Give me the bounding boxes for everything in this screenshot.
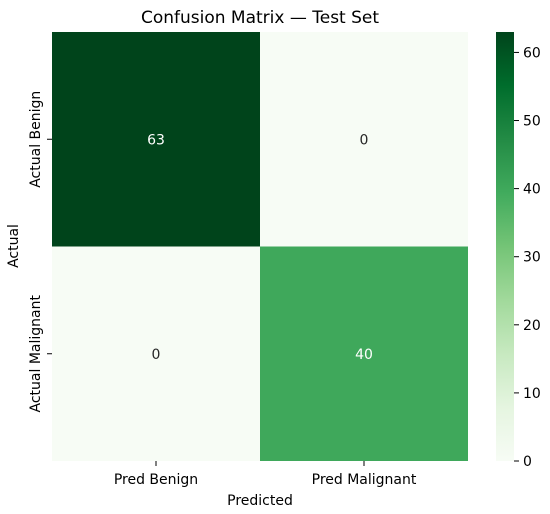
colorbar-tick-label: 50 (523, 114, 541, 130)
colorbar-tick-label: 0 (523, 454, 532, 470)
colorbar-tick-label: 60 (523, 45, 541, 61)
cell-value-label-0-1: 0 (360, 132, 369, 148)
heatmap-cell-0-1 (260, 32, 468, 247)
chart-title: Confusion Matrix — Test Set (141, 8, 379, 28)
colorbar-tick-label: 20 (523, 318, 541, 334)
x-tick-label: Pred Benign (114, 472, 198, 488)
colorbar-ticks: 0 10 20 30 40 50 60 (514, 45, 541, 470)
heatmap-cell-0-0 (52, 32, 260, 247)
colorbar-gradient (496, 32, 514, 461)
cell-value-label-0-0: 63 (147, 132, 165, 148)
colorbar: 0 10 20 30 40 50 60 (496, 32, 541, 470)
x-tick-label: Pred Malignant (312, 472, 417, 488)
heatmap-cell-labels: 63 0 0 40 (147, 132, 373, 363)
colorbar-tick-label: 40 (523, 182, 541, 198)
y-tick-label: Actual Benign (28, 91, 44, 188)
colorbar-tick-label: 30 (523, 250, 541, 266)
y-tick-label: Actual Malignant (28, 295, 44, 413)
heatmap-cells (52, 32, 468, 461)
heatmap-cell-1-0 (52, 246, 260, 461)
colorbar-tick-label: 10 (523, 386, 541, 402)
y-axis-label: Actual (6, 224, 22, 268)
x-axis-label: Predicted (227, 493, 293, 509)
x-axis: Pred Benign Pred Malignant (114, 461, 417, 488)
cell-value-label-1-0: 0 (152, 347, 161, 363)
y-axis: Actual Benign Actual Malignant (28, 91, 52, 413)
cell-value-label-1-1: 40 (355, 347, 373, 363)
heatmap-cell-1-1 (260, 246, 468, 461)
